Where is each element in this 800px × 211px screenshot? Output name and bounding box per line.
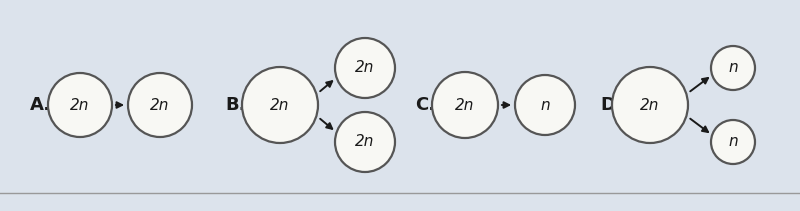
- Text: 2n: 2n: [640, 97, 660, 112]
- Text: 2n: 2n: [70, 97, 90, 112]
- Circle shape: [335, 112, 395, 172]
- Circle shape: [128, 73, 192, 137]
- Text: n: n: [728, 61, 738, 76]
- Circle shape: [242, 67, 318, 143]
- Text: D.: D.: [600, 96, 622, 114]
- Circle shape: [515, 75, 575, 135]
- Circle shape: [335, 38, 395, 98]
- Text: 2n: 2n: [455, 97, 474, 112]
- Circle shape: [612, 67, 688, 143]
- Circle shape: [711, 120, 755, 164]
- Text: A.: A.: [30, 96, 51, 114]
- Circle shape: [711, 46, 755, 90]
- Text: C.: C.: [415, 96, 435, 114]
- Text: B.: B.: [225, 96, 246, 114]
- Text: 2n: 2n: [270, 97, 290, 112]
- Text: 2n: 2n: [150, 97, 170, 112]
- Text: n: n: [540, 97, 550, 112]
- Circle shape: [432, 72, 498, 138]
- Text: n: n: [728, 134, 738, 150]
- Text: 2n: 2n: [355, 61, 374, 76]
- Text: 2n: 2n: [355, 134, 374, 150]
- Circle shape: [48, 73, 112, 137]
